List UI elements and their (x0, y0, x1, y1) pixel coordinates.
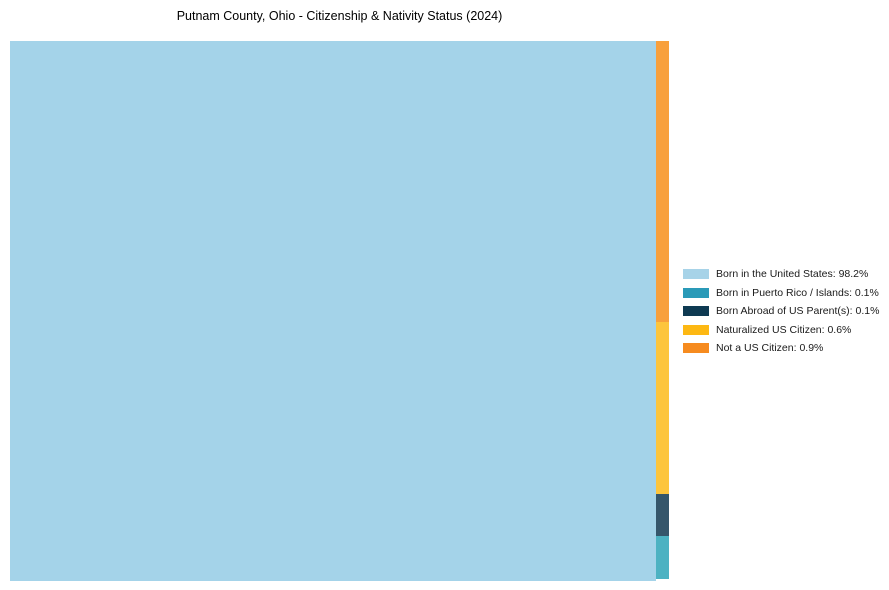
legend-swatch (683, 269, 709, 280)
legend-item: Naturalized US Citizen: 0.6% (683, 321, 879, 340)
legend: Born in the United States: 98.2% Born in … (683, 265, 879, 358)
treemap-segment (656, 536, 669, 579)
legend-swatch (683, 324, 709, 335)
legend-label: Born in the United States: 98.2% (716, 268, 869, 281)
legend-label: Born Abroad of US Parent(s): 0.1% (716, 305, 880, 318)
legend-item: Born in Puerto Rico / Islands: 0.1% (683, 284, 879, 303)
legend-swatch (683, 343, 709, 354)
legend-item: Not a US Citizen: 0.9% (683, 339, 879, 358)
legend-swatch (683, 306, 709, 317)
legend-label: Not a US Citizen: 0.9% (716, 342, 824, 355)
legend-item: Born in the United States: 98.2% (683, 265, 879, 284)
treemap-segment (10, 41, 656, 581)
legend-swatch (683, 287, 709, 298)
chart-title: Putnam County, Ohio - Citizenship & Nati… (176, 9, 503, 23)
legend-item: Born Abroad of US Parent(s): 0.1% (683, 302, 879, 321)
treemap-segment (656, 322, 669, 494)
treemap-segment (656, 41, 669, 322)
treemap-segment (656, 494, 669, 536)
legend-label: Born in Puerto Rico / Islands: 0.1% (716, 286, 879, 299)
legend-label: Naturalized US Citizen: 0.6% (716, 323, 852, 336)
